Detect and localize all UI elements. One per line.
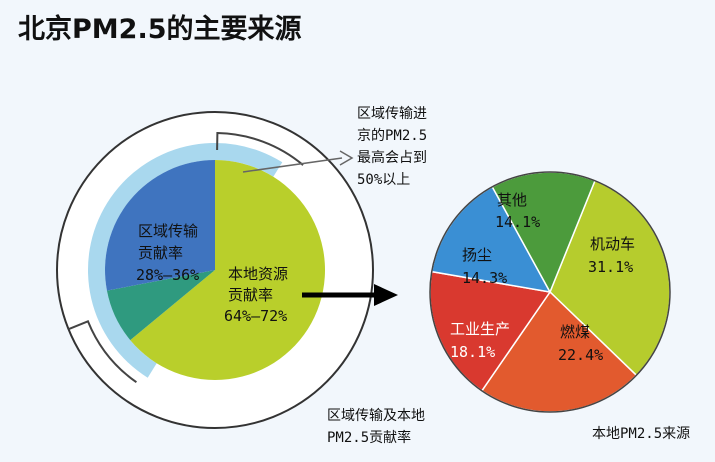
regional-local-pie xyxy=(56,111,374,429)
local-label-line2: 贡献率 xyxy=(228,286,273,304)
vehicle-label: 机动车 xyxy=(590,235,635,253)
callout-line-1: 区域传输进 xyxy=(357,106,427,122)
other-label: 其他 xyxy=(497,191,527,209)
callout-line-2: 京的PM2.5 xyxy=(357,128,427,144)
local-sources-pie xyxy=(429,171,671,413)
bracket-left xyxy=(68,320,137,384)
coal-label: 燃煤 xyxy=(560,323,590,341)
dust-value: 14.3% xyxy=(462,269,507,287)
local-label-line1: 本地资源 xyxy=(228,265,288,283)
local-value: 64%—72% xyxy=(224,307,287,325)
page-title: 北京PM2.5的主要来源 xyxy=(18,13,302,45)
callout-line-4: 50%以上 xyxy=(357,172,410,188)
industry-value: 18.1% xyxy=(450,343,495,361)
regional-value: 28%—36% xyxy=(136,266,199,284)
right-pie-border xyxy=(429,171,671,413)
callout-line xyxy=(242,157,343,173)
regional-slice xyxy=(104,160,215,291)
callout-arrow-icon xyxy=(339,150,354,166)
callout-line-3: 最高会占到 xyxy=(357,149,427,166)
vehicle-value: 31.1% xyxy=(588,258,633,276)
callout-text: 区域传输进 京的PM2.5 最高会占到 50%以上 xyxy=(357,106,427,188)
regional-label-line2: 贡献率 xyxy=(138,244,183,262)
industry-label: 工业生产 xyxy=(450,320,510,338)
slice-label-regional: 区域传输 贡献率 28%—36% xyxy=(136,222,199,284)
regional-max-ring xyxy=(88,142,283,378)
left-chart-caption-line2: PM2.5贡献率 xyxy=(327,429,411,446)
regional-label-line1: 区域传输 xyxy=(138,222,198,240)
other-slice xyxy=(106,270,215,341)
bracket-top xyxy=(216,132,304,166)
slice-label-local: 本地资源 贡献率 64%—72% xyxy=(224,265,288,325)
left-chart-caption-line1: 区域传输及本地 xyxy=(327,408,425,424)
right-chart-caption: 本地PM2.5来源 xyxy=(592,426,690,442)
dust-label: 扬尘 xyxy=(462,246,492,264)
other-value: 14.1% xyxy=(495,213,540,231)
right-arrow-icon xyxy=(374,284,398,306)
local-slice xyxy=(130,160,325,380)
coal-value: 22.4% xyxy=(558,346,603,364)
